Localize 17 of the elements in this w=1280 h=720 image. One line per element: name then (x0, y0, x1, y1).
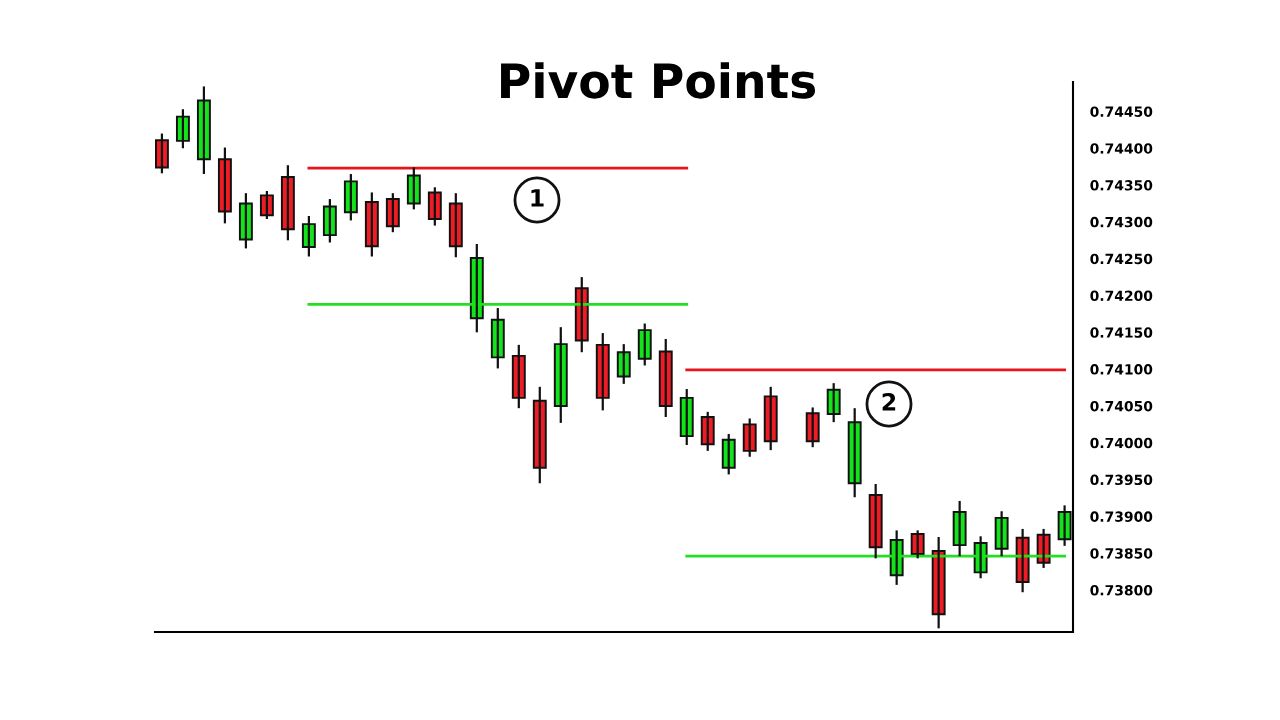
chart-title: Pivot Points (501, 62, 816, 99)
y-tick-label: 0.74250 (1090, 253, 1153, 265)
y-tick-label: 0.74100 (1090, 364, 1153, 375)
y-tick-label: 0.73800 (1090, 585, 1153, 596)
y-tick-label: 0.73900 (1090, 511, 1153, 522)
y-tick-label: 0.74200 (1090, 290, 1153, 301)
y-tick-label: 0.73850 (1090, 548, 1153, 559)
y-tick-label: 0.74150 (1090, 327, 1153, 338)
y-tick-label: 0.73950 (1090, 474, 1153, 486)
y-tick-label: 0.74400 (1090, 143, 1153, 154)
y-tick-label: 0.74450 (1090, 106, 1153, 117)
annotation: 1 (531, 189, 544, 207)
annotation: 2 (882, 392, 896, 411)
y-tick-label: 0.74050 (1090, 400, 1153, 412)
y-tick-label: 0.74000 (1090, 437, 1153, 449)
y-tick-label: 0.74350 (1090, 180, 1153, 191)
y-tick-label: 0.74300 (1090, 216, 1153, 228)
